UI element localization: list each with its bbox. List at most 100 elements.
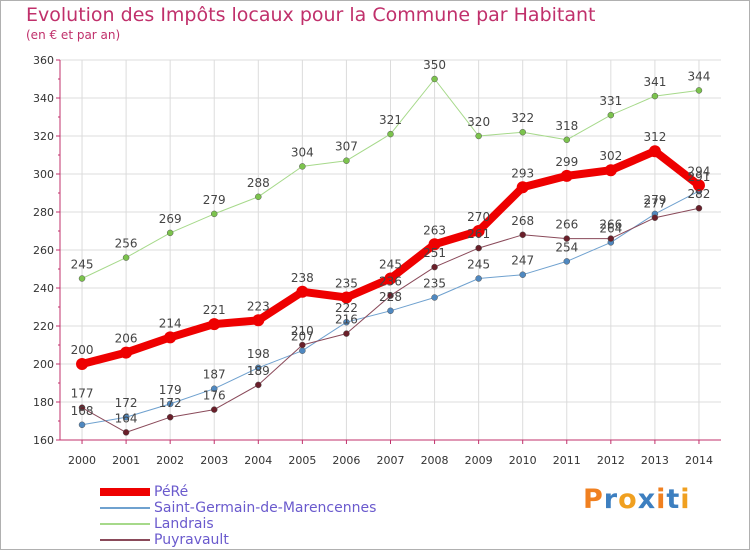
data-point <box>387 130 394 138</box>
x-tick-label: 2010 <box>509 454 537 467</box>
legend: PéRé Saint-Germain-de-Marencennes Landra… <box>100 484 376 548</box>
data-label: 270 <box>467 210 490 224</box>
data-label: 235 <box>423 277 446 291</box>
logo-letter: i <box>680 484 691 515</box>
y-tick-label: 300 <box>33 168 54 181</box>
legend-swatch-landrais <box>100 523 150 525</box>
data-point <box>255 381 262 389</box>
legend-swatch-pere <box>100 488 150 496</box>
data-label: 321 <box>379 113 402 127</box>
data-point <box>519 271 526 278</box>
data-point <box>387 292 394 299</box>
data-label: 222 <box>335 301 358 315</box>
data-label: 350 <box>423 58 446 72</box>
x-tick-label: 2000 <box>68 454 96 467</box>
data-label: 282 <box>688 187 711 201</box>
x-tick-label: 2004 <box>244 454 272 467</box>
data-label: 312 <box>643 130 666 144</box>
data-point <box>387 307 394 315</box>
data-label: 210 <box>291 324 314 338</box>
logo-letter: t <box>666 484 681 515</box>
data-label: 318 <box>555 119 578 133</box>
legend-item-puyravault: Puyravault <box>100 532 376 548</box>
data-label: 200 <box>71 343 94 357</box>
data-point <box>78 404 86 411</box>
data-label: 179 <box>159 383 182 397</box>
y-tick-label: 160 <box>33 434 54 447</box>
data-label: 294 <box>688 164 711 178</box>
legend-label-pere: PéRé <box>154 484 189 500</box>
data-label: 168 <box>71 404 94 418</box>
data-point <box>76 358 89 370</box>
data-point <box>252 314 265 327</box>
data-label: 293 <box>511 166 534 180</box>
data-point <box>607 235 615 242</box>
chart-subtitle: (en € et par an) <box>26 28 121 42</box>
data-point <box>166 229 174 237</box>
data-point <box>208 318 221 331</box>
data-point <box>516 181 529 194</box>
data-point <box>122 429 130 436</box>
data-label: 187 <box>203 368 226 382</box>
data-point <box>695 87 703 94</box>
data-label: 299 <box>555 155 578 169</box>
data-label: 269 <box>159 212 182 226</box>
data-point <box>343 318 350 326</box>
data-point <box>78 275 86 282</box>
data-label: 223 <box>247 299 270 313</box>
data-label: 264 <box>599 221 622 235</box>
data-label: 291 <box>688 170 711 184</box>
data-point <box>692 179 705 192</box>
data-point <box>431 294 438 301</box>
data-point <box>210 210 218 218</box>
data-label: 266 <box>599 218 622 232</box>
data-label: 189 <box>247 364 270 378</box>
legend-label-landrais: Landrais <box>154 516 214 532</box>
data-point <box>475 244 482 252</box>
data-point <box>384 272 397 285</box>
x-tick-label: 2001 <box>112 454 140 467</box>
legend-swatch-puyravault <box>100 539 150 541</box>
data-label: 331 <box>599 94 622 108</box>
x-tick-label: 2014 <box>685 454 713 467</box>
data-label: 177 <box>71 387 94 401</box>
data-label: 256 <box>115 237 138 251</box>
data-point <box>563 136 571 144</box>
data-label: 251 <box>423 246 446 260</box>
data-point <box>210 406 218 413</box>
data-point <box>651 92 659 100</box>
x-tick-label: 2008 <box>421 454 449 467</box>
logo-letter: o <box>618 484 638 515</box>
data-label: 302 <box>599 149 622 163</box>
x-tick-label: 2011 <box>553 454 581 467</box>
data-point <box>166 413 174 421</box>
data-point <box>255 193 262 201</box>
y-tick-label: 360 <box>33 54 54 67</box>
data-point <box>563 235 571 242</box>
data-label: 268 <box>511 214 534 228</box>
data-label: 307 <box>335 140 358 154</box>
data-point <box>78 421 86 429</box>
legend-item-saint-germain: Saint-Germain-de-Marencennes <box>100 500 376 516</box>
data-label: 261 <box>467 227 490 241</box>
data-point <box>299 341 306 349</box>
data-point <box>164 331 177 344</box>
data-label: 341 <box>643 75 666 89</box>
data-point <box>648 145 661 158</box>
data-label: 266 <box>555 218 578 232</box>
data-label: 263 <box>423 223 446 237</box>
data-label: 176 <box>203 389 226 403</box>
x-tick-label: 2009 <box>465 454 493 467</box>
data-label: 288 <box>247 176 270 190</box>
data-point <box>519 128 526 136</box>
y-tick-label: 200 <box>33 358 54 371</box>
y-tick-label: 180 <box>33 396 54 409</box>
data-label: 245 <box>71 258 94 272</box>
legend-swatch-saint-germain <box>100 507 150 509</box>
data-point <box>120 346 133 359</box>
data-point <box>343 330 350 337</box>
x-tick-label: 2012 <box>597 454 625 467</box>
data-point <box>299 163 306 170</box>
data-point <box>296 285 309 298</box>
